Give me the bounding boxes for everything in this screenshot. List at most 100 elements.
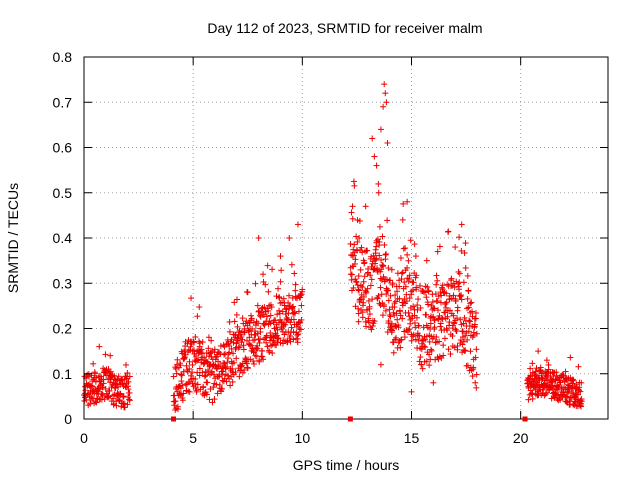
data-point: [443, 325, 450, 332]
data-point: [390, 339, 397, 346]
data-point: [383, 99, 390, 106]
data-point: [126, 397, 133, 404]
data-point: [285, 299, 292, 306]
data-point: [377, 126, 384, 133]
data-point: [440, 342, 447, 349]
data-point: [444, 313, 451, 320]
data-point: [402, 283, 409, 290]
data-point: [537, 364, 544, 371]
data-point: [423, 311, 430, 318]
data-point: [467, 348, 474, 355]
data-point: [458, 296, 465, 303]
data-point: [374, 236, 381, 243]
data-point: [408, 388, 415, 395]
data-point: [276, 294, 283, 301]
data-point: [446, 307, 453, 314]
data-point: [208, 337, 215, 344]
data-point: [456, 234, 463, 241]
data-point: [194, 357, 201, 364]
data-point: [177, 391, 184, 398]
data-point: [459, 328, 466, 335]
data-point: [393, 334, 400, 341]
chart-title: Day 112 of 2023, SRMTID for receiver mal…: [207, 20, 482, 36]
data-point: [348, 287, 355, 294]
data-point: [234, 323, 241, 330]
data-point: [268, 342, 275, 349]
data-point: [294, 221, 301, 228]
data-point: [427, 346, 434, 353]
data-point: [297, 292, 304, 299]
data-point: [529, 390, 536, 397]
data-point: [423, 294, 430, 301]
data-point: [415, 322, 422, 329]
data-point: [431, 305, 438, 312]
data-point: [447, 351, 454, 358]
data-point: [379, 312, 386, 319]
data-point: [396, 283, 403, 290]
data-point: [416, 358, 423, 365]
gap-marker: [171, 416, 177, 422]
data-point: [465, 288, 472, 295]
data-point: [183, 362, 190, 369]
data-point: [542, 391, 549, 398]
data-point: [107, 373, 114, 380]
data-point: [458, 292, 465, 299]
data-point: [445, 346, 452, 353]
data-point: [415, 296, 422, 303]
data-point: [355, 273, 362, 280]
data-point: [401, 334, 408, 341]
y-tick-label: 0.1: [53, 366, 73, 382]
data-point: [430, 313, 437, 320]
data-point: [421, 289, 428, 296]
data-point: [238, 333, 245, 340]
data-point: [399, 216, 406, 223]
data-point: [377, 284, 384, 291]
data-points: [81, 81, 585, 413]
data-point: [275, 285, 282, 292]
data-point: [354, 282, 361, 289]
data-point: [361, 259, 368, 266]
data-point: [256, 339, 263, 346]
axis-ticks: 0 0.1 0.2 0.3 0.4 0.5 0.6 0.7 0.8 0 5 10 15 20: [53, 49, 608, 446]
data-point: [243, 318, 250, 325]
data-point: [192, 334, 199, 341]
data-point: [406, 276, 413, 283]
data-point: [263, 339, 270, 346]
data-point: [297, 326, 304, 333]
data-point: [427, 320, 434, 327]
data-point: [535, 348, 542, 355]
data-point: [286, 235, 293, 241]
data-point: [280, 295, 287, 302]
data-point: [363, 288, 370, 295]
data-point: [563, 398, 570, 405]
data-point: [125, 378, 132, 385]
data-point: [365, 297, 372, 304]
data-point: [355, 286, 362, 293]
data-point: [405, 257, 412, 264]
data-point: [397, 254, 404, 261]
data-point: [419, 365, 426, 372]
data-point: [262, 281, 269, 288]
data-point: [525, 396, 532, 403]
data-point: [458, 247, 465, 254]
data-point: [82, 387, 89, 394]
data-point: [255, 308, 262, 315]
data-point: [432, 339, 439, 346]
data-point: [177, 362, 184, 369]
data-point: [347, 240, 354, 247]
data-point: [369, 135, 376, 142]
data-point: [421, 343, 428, 350]
data-point: [236, 373, 243, 380]
data-point: [233, 296, 240, 303]
data-point: [203, 391, 210, 398]
data-point: [298, 302, 305, 309]
data-point: [434, 248, 441, 255]
data-point: [96, 343, 103, 350]
data-point: [274, 311, 281, 318]
data-point: [354, 247, 361, 254]
data-point: [379, 233, 386, 240]
data-point: [565, 388, 572, 395]
data-point: [416, 282, 423, 289]
data-point: [265, 288, 272, 295]
